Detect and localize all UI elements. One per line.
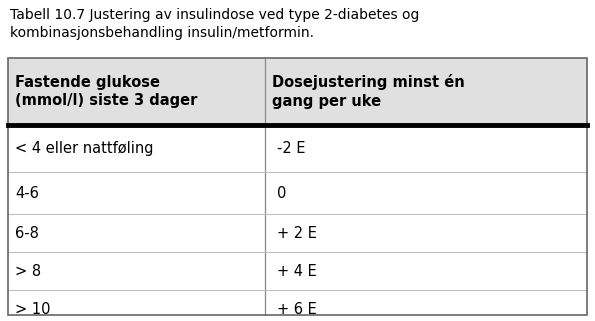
Text: -2 E: -2 E bbox=[277, 141, 305, 156]
Text: > 8: > 8 bbox=[15, 264, 41, 279]
Text: 0: 0 bbox=[277, 186, 286, 201]
Text: Fastende glukose
(mmol/l) siste 3 dager: Fastende glukose (mmol/l) siste 3 dager bbox=[15, 75, 198, 108]
Bar bbox=[8, 58, 587, 125]
Text: + 2 E: + 2 E bbox=[277, 225, 317, 240]
Text: + 6 E: + 6 E bbox=[277, 301, 317, 317]
Text: Tabell 10.7 Justering av insulindose ved type 2-diabetes og
kombinasjonsbehandli: Tabell 10.7 Justering av insulindose ved… bbox=[10, 8, 419, 40]
Text: 6-8: 6-8 bbox=[15, 225, 39, 240]
Text: Dosejustering minst én
gang per uke: Dosejustering minst én gang per uke bbox=[272, 74, 465, 109]
Text: 4-6: 4-6 bbox=[15, 186, 39, 201]
Bar bbox=[8, 58, 587, 315]
Text: > 10: > 10 bbox=[15, 301, 51, 317]
Text: < 4 eller nattføling: < 4 eller nattføling bbox=[15, 141, 154, 156]
Text: + 4 E: + 4 E bbox=[277, 264, 317, 279]
